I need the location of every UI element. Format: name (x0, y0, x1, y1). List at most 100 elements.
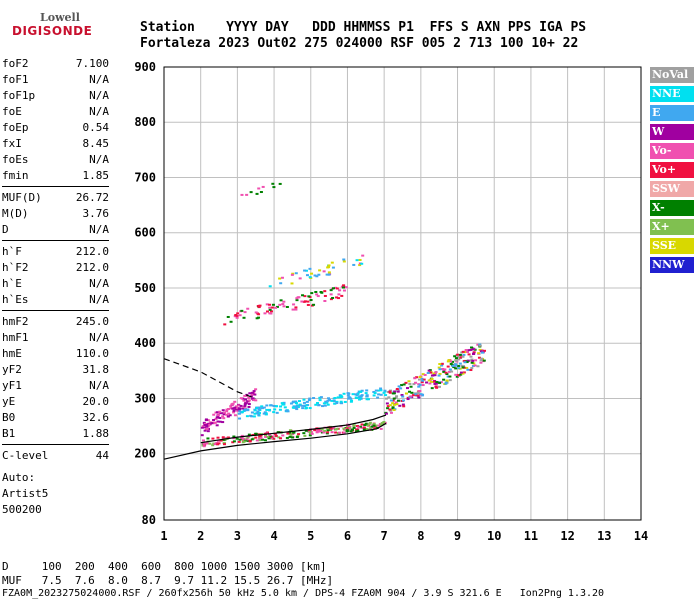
echo-point (286, 410, 290, 413)
echo-point (294, 306, 298, 309)
echo-point (323, 290, 327, 293)
param-value: 32.6 (82, 411, 110, 424)
echo-point (270, 437, 274, 440)
echo-point (266, 435, 270, 438)
echo-point (442, 378, 446, 381)
echo-point (201, 439, 205, 442)
echo-point (218, 416, 222, 419)
echo-point (480, 357, 484, 360)
echo-point (205, 424, 209, 427)
echo-point (221, 421, 225, 424)
echo-point (366, 424, 370, 427)
echo-point (451, 364, 455, 367)
echo-point (332, 287, 336, 290)
echo-point (236, 409, 240, 412)
echo-point (304, 269, 308, 272)
echo-point (203, 429, 207, 432)
footer-file-info: FZA0M_2023275024000.RSF / 260fx256h 50 k… (2, 588, 605, 599)
echo-point (242, 440, 246, 443)
echo-point (343, 400, 347, 403)
echo-point (222, 417, 226, 420)
echo-point (456, 364, 460, 367)
echo-point (469, 359, 473, 362)
echo-point (449, 362, 453, 365)
echo-point (395, 388, 399, 391)
echo-point (416, 394, 420, 397)
echo-point (279, 282, 283, 285)
echo-point (319, 430, 323, 433)
echo-point (356, 429, 360, 432)
echo-point (418, 383, 422, 386)
echo-point (417, 385, 421, 388)
echo-point (408, 390, 412, 393)
echo-point (325, 273, 329, 276)
echo-point (227, 412, 231, 415)
echo-point (439, 381, 443, 384)
echo-point (295, 299, 299, 302)
param-row: yF2 31.8 (2, 362, 109, 378)
echo-point (387, 396, 391, 399)
echo-point (429, 380, 433, 383)
echo-point (236, 312, 240, 315)
echo-point (257, 305, 261, 308)
echo-point (331, 266, 335, 269)
echo-point (472, 362, 476, 365)
echo-point (445, 379, 449, 382)
echo-point (477, 356, 481, 359)
echo-point (208, 442, 212, 445)
echo-point (245, 415, 249, 418)
echo-point (254, 436, 258, 439)
echo-point (335, 402, 339, 405)
echo-point (448, 375, 452, 378)
echo-point (402, 383, 406, 386)
echo-point (283, 406, 287, 409)
echo-point (372, 390, 376, 393)
echo-point (330, 399, 334, 402)
echo-point (257, 413, 261, 416)
param-row: h`F 212.0 (2, 244, 109, 260)
echo-point (342, 260, 346, 263)
echo-point (258, 439, 262, 442)
echo-point (243, 404, 247, 407)
echo-point (414, 393, 418, 396)
echo-point (256, 316, 260, 319)
echo-point (249, 414, 253, 417)
param-row: B0 32.6 (2, 410, 109, 426)
echo-point (391, 399, 395, 402)
auto-label: Auto: (2, 471, 36, 484)
echo-point (281, 403, 285, 406)
echo-point (240, 436, 244, 439)
legend-item: X+ (650, 219, 694, 235)
echo-point (315, 293, 319, 296)
echo-point (444, 382, 448, 385)
echo-point (268, 285, 272, 288)
echo-point (238, 410, 242, 413)
echo-point (316, 401, 320, 404)
echo-point (263, 433, 267, 436)
echo-point (396, 390, 400, 393)
echo-point (334, 428, 338, 431)
echo-point (259, 437, 263, 440)
echo-point (411, 394, 415, 397)
echo-point (326, 427, 330, 430)
echo-point (384, 412, 388, 415)
echo-point (268, 306, 272, 309)
echo-point (368, 421, 372, 424)
echo-point (221, 409, 225, 412)
echo-point (232, 411, 236, 414)
echo-point (270, 306, 274, 309)
echo-point (458, 353, 462, 356)
echo-point (313, 274, 317, 277)
echo-point (444, 381, 448, 384)
echo-point (425, 381, 429, 384)
echo-point (453, 355, 457, 358)
echo-point (264, 435, 268, 438)
echo-point (310, 432, 314, 435)
echo-point (277, 436, 281, 439)
echo-point (440, 362, 444, 365)
echo-point (456, 355, 460, 358)
echo-point (234, 313, 238, 316)
echo-point (368, 427, 372, 430)
echo-point (226, 436, 230, 439)
echo-point (246, 436, 250, 439)
